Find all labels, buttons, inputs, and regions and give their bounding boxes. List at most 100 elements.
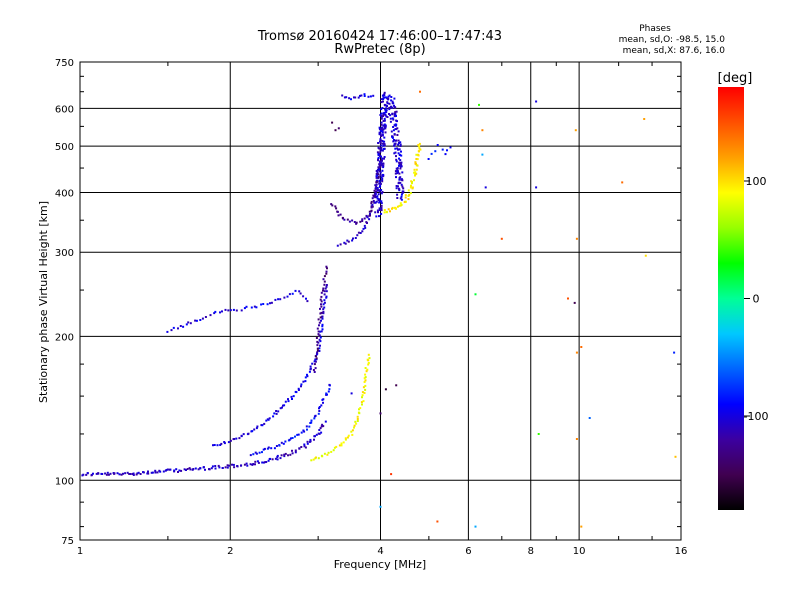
data-point <box>315 357 318 360</box>
data-point <box>280 454 283 457</box>
data-point <box>107 473 110 476</box>
data-point <box>327 451 330 454</box>
data-point <box>380 130 383 133</box>
data-point <box>398 163 401 166</box>
data-point <box>383 126 386 129</box>
data-point <box>374 190 377 193</box>
data-point <box>332 449 335 452</box>
data-point <box>399 197 402 200</box>
data-point <box>395 167 398 170</box>
data-point <box>386 105 388 107</box>
data-point <box>380 112 383 115</box>
data-point <box>322 278 325 281</box>
data-point <box>347 434 350 437</box>
data-point <box>385 211 388 214</box>
data-point <box>358 408 360 411</box>
data-point <box>363 392 366 394</box>
data-point <box>261 451 263 454</box>
data-point <box>317 457 320 460</box>
data-point <box>309 440 312 443</box>
data-point <box>113 472 116 475</box>
data-point <box>573 301 576 304</box>
data-point <box>199 319 202 321</box>
data-point <box>304 380 307 383</box>
data-point <box>419 148 422 151</box>
data-point <box>370 202 373 205</box>
data-point <box>319 298 322 301</box>
data-point <box>97 472 100 475</box>
data-point <box>474 293 477 296</box>
data-point <box>323 299 326 302</box>
data-point <box>537 433 540 435</box>
data-point <box>316 327 319 330</box>
data-point <box>364 373 367 376</box>
data-point <box>309 367 312 370</box>
data-point <box>674 455 677 458</box>
axis-ticks: 1 2 4 6 8 10 16 75 100 200 300 400 500 600 750 <box>55 58 687 557</box>
data-point <box>378 209 381 211</box>
data-point <box>306 442 309 445</box>
x-tick-label: 10 <box>573 546 586 557</box>
data-point <box>383 123 386 126</box>
data-point <box>180 469 183 472</box>
data-point <box>378 168 381 171</box>
data-point <box>400 195 403 198</box>
data-point <box>413 171 416 174</box>
data-point <box>334 205 337 208</box>
data-point <box>195 319 198 322</box>
data-point <box>397 152 400 155</box>
data-point <box>331 121 334 124</box>
data-point <box>318 429 321 431</box>
data-point <box>351 433 354 436</box>
data-point <box>361 396 363 399</box>
data-point <box>390 105 393 108</box>
data-point <box>371 203 374 206</box>
colorbar-tick-label: 100 <box>746 175 767 188</box>
x-tick-label: 6 <box>465 546 471 557</box>
data-point <box>365 215 368 218</box>
data-point <box>209 314 212 317</box>
data-point <box>316 349 319 352</box>
x-tick-label: 4 <box>377 546 383 557</box>
data-point <box>400 198 403 201</box>
data-point <box>247 432 250 435</box>
data-point <box>274 298 277 301</box>
data-point <box>150 471 153 474</box>
data-point <box>481 153 484 156</box>
data-point <box>356 415 359 418</box>
data-point <box>204 468 206 471</box>
data-point <box>323 283 326 286</box>
data-point <box>397 185 399 188</box>
data-point <box>395 155 397 158</box>
data-point <box>375 176 378 179</box>
data-point <box>399 159 402 162</box>
data-point <box>375 200 378 203</box>
data-point <box>375 185 378 188</box>
data-point <box>410 180 413 183</box>
data-point <box>418 145 421 148</box>
data-point <box>136 472 139 475</box>
data-point <box>109 472 112 475</box>
data-point <box>411 182 413 185</box>
data-point <box>481 129 484 132</box>
data-point <box>377 173 380 176</box>
data-point <box>388 102 391 105</box>
data-point <box>395 110 398 113</box>
data-point <box>382 173 385 176</box>
data-point <box>417 154 420 157</box>
data-point <box>379 174 382 177</box>
data-point <box>430 152 433 155</box>
colorbar-tick-label: 0 <box>753 293 760 306</box>
y-tick-label: 300 <box>55 248 74 259</box>
data-point <box>316 352 319 355</box>
data-point <box>382 115 385 117</box>
data-point <box>216 444 219 447</box>
data-point <box>379 165 382 168</box>
data-point <box>348 97 351 100</box>
data-point <box>415 153 418 156</box>
data-point <box>378 182 381 185</box>
data-point <box>376 197 379 200</box>
data-point <box>126 471 129 474</box>
data-point <box>390 473 393 476</box>
data-point <box>391 112 394 115</box>
